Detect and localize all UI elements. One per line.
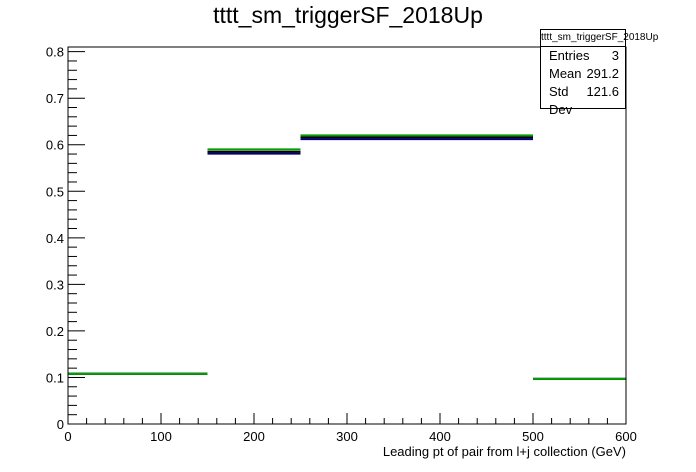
y-tick-label: 0.7 — [46, 91, 64, 106]
stats-row-stddev: Std Dev 121.6 — [541, 83, 625, 119]
x-tick-label: 600 — [615, 429, 637, 444]
stats-header: tttt_sm_triggerSF_2018Up — [541, 30, 658, 47]
stats-row-entries: Entries 3 — [541, 47, 625, 65]
x-tick-label: 400 — [429, 429, 451, 444]
stats-row-mean: Mean 291.2 — [541, 65, 625, 83]
y-tick-label: 0.2 — [46, 324, 64, 339]
stats-value: 3 — [611, 48, 619, 63]
stats-value: 121.6 — [586, 84, 619, 99]
x-tick-label: 300 — [336, 429, 358, 444]
tick-labels: 0 100 200 300 400 500 600 0 0.1 0.2 0.3 0.4 0.5 0.6 0.… — [46, 45, 637, 444]
y-tick-label: 0.5 — [46, 184, 64, 199]
chart-title: tttt_sm_triggerSF_2018Up — [213, 2, 483, 28]
stats-label: Mean — [549, 66, 582, 81]
histogram-series — [68, 134, 626, 380]
y-tick-label: 0.1 — [46, 370, 64, 385]
x-tick-label: 500 — [522, 429, 544, 444]
y-tick-label: 0.4 — [46, 231, 64, 246]
stats-label: Std Dev — [549, 84, 573, 117]
stats-box: tttt_sm_triggerSF_2018Up Entries 3 Mean … — [540, 29, 658, 117]
y-tick-label: 0.8 — [46, 45, 64, 60]
plot-frame — [67, 46, 627, 425]
stats-label: Entries — [549, 48, 590, 63]
x-tick-label: 100 — [150, 429, 172, 444]
y-tick-label: 0 — [57, 417, 64, 432]
y-tick-label: 0.3 — [46, 277, 64, 292]
x-tick-label: 200 — [243, 429, 265, 444]
axis-ticks — [67, 51, 627, 425]
x-tick-label: 0 — [64, 429, 71, 444]
stats-value: 291.2 — [586, 66, 619, 81]
y-tick-label: 0.6 — [46, 138, 64, 153]
x-axis-title: Leading pt of pair from l+j collection (… — [383, 444, 626, 459]
